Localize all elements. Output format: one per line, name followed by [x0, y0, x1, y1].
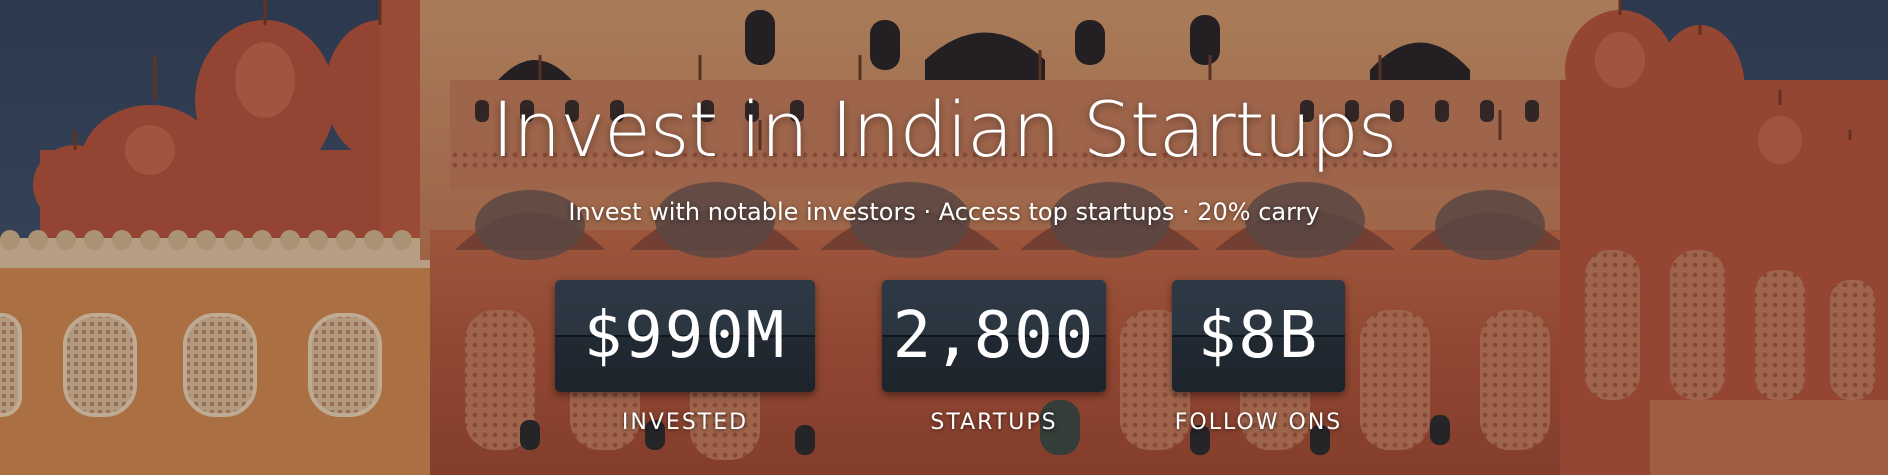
- stat-follow-ons-label: FOLLOW ONS: [1174, 410, 1343, 435]
- stat-follow-ons-counter: $8B: [1172, 280, 1345, 392]
- stat-startups-label: STARTUPS: [930, 410, 1058, 435]
- stat-invested-value: $990M: [583, 299, 787, 373]
- stat-invested: $990M INVESTED: [555, 280, 815, 435]
- stat-startups: 2,800 STARTUPS: [882, 280, 1106, 435]
- stat-startups-counter: 2,800: [882, 280, 1106, 392]
- stat-invested-counter: $990M: [555, 280, 815, 392]
- stat-follow-ons-value: $8B: [1197, 299, 1320, 373]
- hero-tagline: Invest with notable investors · Access t…: [568, 198, 1320, 226]
- stat-follow-ons: $8B FOLLOW ONS: [1172, 280, 1345, 435]
- hero-headline: Invest in Indian Startups: [491, 85, 1398, 174]
- stat-invested-label: INVESTED: [621, 410, 749, 435]
- stat-startups-value: 2,800: [892, 299, 1096, 373]
